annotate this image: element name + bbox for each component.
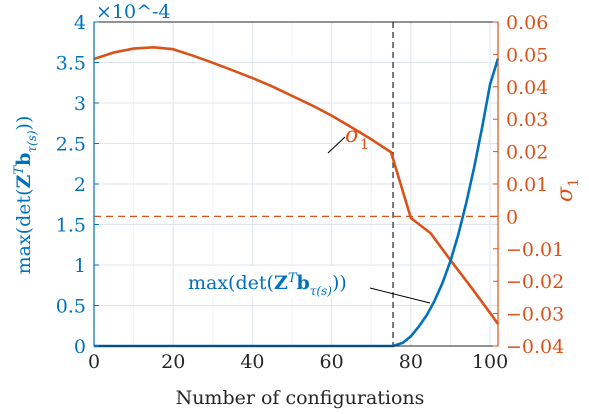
left-tick-label: 1.5 (56, 215, 86, 237)
left-tick-label: 0 (74, 336, 86, 358)
svg-text:max(det(ZTbτ(s))): max(det(ZTbτ(s))) (12, 116, 39, 275)
right-tick-label: 0.06 (506, 12, 548, 34)
sigma-annotation-pointer (327, 136, 346, 154)
left-tick-label: 4 (74, 12, 86, 34)
left-tick-label: 2 (74, 174, 86, 196)
left-tick-label: 3 (74, 93, 86, 115)
right-tick-label: 0.03 (506, 109, 548, 131)
x-tick-label: 100 (472, 351, 508, 373)
left-axis-label: max(det(ZTbτ(s))) (12, 116, 39, 275)
sigma1-series-line (93, 45, 500, 325)
x-tick-label: 20 (161, 351, 185, 373)
max-det-series-line (94, 58, 500, 348)
right-tick-label: −0.01 (506, 239, 564, 261)
right-tick-label: −0.02 (506, 271, 564, 293)
right-tick-label: 0.02 (506, 142, 548, 164)
left-tick-label: 0.5 (56, 296, 86, 318)
right-tick-label: 0.05 (506, 44, 548, 66)
left-axis-multiplier: ×10^-4 (96, 1, 171, 23)
x-tick-label: 0 (88, 351, 100, 373)
right-tick-label: 0.01 (506, 174, 548, 196)
right-tick-label: −0.04 (506, 336, 564, 358)
tick-labels: 0 20 40 60 80 100 0 0.5 1 1.5 2 2.5 3 3.5 4 −0.04 −0.03 −… (56, 12, 564, 373)
sigma-annotation: σ1 (345, 123, 369, 153)
reference-lines (94, 22, 498, 346)
x-tick-label: 60 (320, 351, 344, 373)
max-annotation: max(det(ZTbτ(s))) (188, 271, 347, 298)
max-annotation-background (185, 266, 373, 298)
max-annotation-pointer (369, 287, 431, 304)
right-tick-label: 0 (506, 206, 518, 228)
series-lines (93, 45, 500, 348)
x-axis-label: Number of configurations (176, 387, 425, 409)
right-axis-label: σ1 (553, 178, 582, 202)
right-tick-label: 0.04 (506, 77, 548, 99)
left-tick-label: 1 (74, 255, 86, 277)
right-tick-label: −0.03 (506, 304, 564, 326)
x-tick-label: 40 (240, 351, 264, 373)
left-tick-label: 3.5 (56, 53, 86, 75)
x-tick-label: 80 (399, 351, 423, 373)
left-tick-label: 2.5 (56, 134, 86, 156)
